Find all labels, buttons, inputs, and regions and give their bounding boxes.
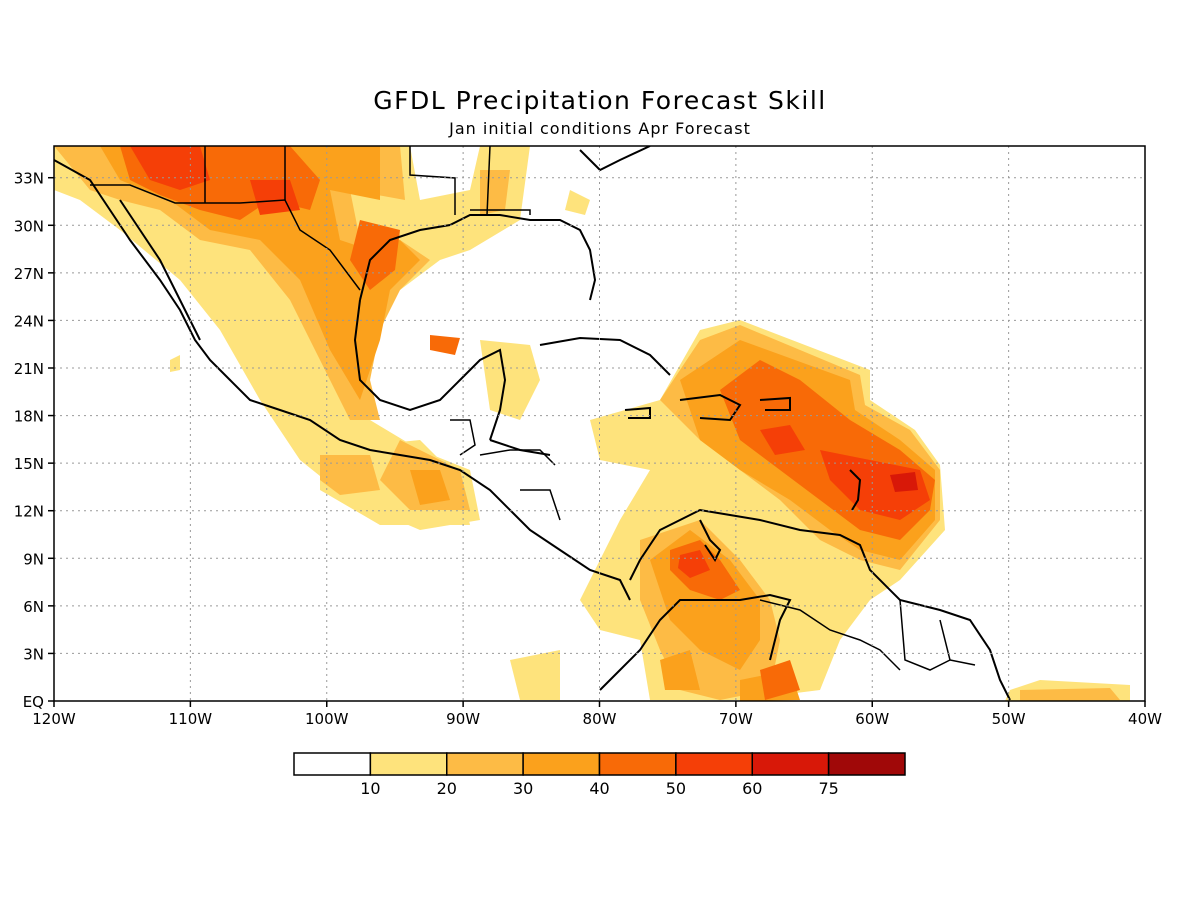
x-axis: 120W 110W 100W 90W 80W 70W 60W 50W 40W — [32, 701, 1162, 728]
colorbar-label: 10 — [360, 779, 380, 798]
colorbar-label: 20 — [437, 779, 457, 798]
y-tick-label: 27N — [14, 265, 44, 283]
y-tick-label: 24N — [14, 312, 44, 330]
y-tick-label: 3N — [23, 645, 44, 663]
y-tick-label: 15N — [14, 455, 44, 473]
coastlines — [54, 146, 1011, 701]
chart-title: GFDL Precipitation Forecast Skill — [373, 86, 827, 115]
x-tick-label: 110W — [169, 710, 213, 728]
x-tick-label: 90W — [446, 710, 480, 728]
colorbar-swatch — [751, 752, 830, 776]
x-tick-label: 120W — [32, 710, 76, 728]
x-tick-label: 60W — [855, 710, 889, 728]
y-tick-label: 21N — [14, 360, 44, 378]
x-tick-label: 40W — [1128, 710, 1162, 728]
skill-level-50-60 — [130, 146, 930, 578]
x-tick-label: 80W — [583, 710, 617, 728]
x-tick-label: 100W — [305, 710, 349, 728]
borders — [90, 146, 976, 671]
colorbar-label: 75 — [818, 779, 838, 798]
y-tick-label: 18N — [14, 408, 44, 426]
skill-level-60-75 — [890, 472, 918, 492]
grid-lines — [54, 146, 1145, 701]
colorbar-label: 60 — [742, 779, 762, 798]
y-tick-label: EQ — [23, 693, 44, 711]
colorbar-swatch — [369, 752, 448, 776]
colorbar-swatch — [522, 752, 601, 776]
colorbar-label: 40 — [589, 779, 609, 798]
colorbar-swatch — [675, 752, 753, 776]
y-tick-label: 33N — [14, 170, 44, 188]
y-tick-label: 12N — [14, 503, 44, 521]
y-axis: EQ 3N 6N 9N 12N 15N 18N 21N 24N 27N 30N 33N — [14, 170, 54, 711]
colorbar-swatch — [446, 752, 524, 776]
colorbar-swatch — [827, 752, 906, 776]
x-tick-label: 70W — [719, 710, 753, 728]
colorbar-swatch — [598, 752, 677, 776]
x-tick-label: 50W — [992, 710, 1026, 728]
y-tick-label: 6N — [23, 598, 44, 616]
colorbar: 10 20 30 40 50 60 75 — [293, 752, 906, 798]
chart-subtitle: Jan initial conditions Apr Forecast — [449, 119, 751, 138]
colorbar-swatch — [293, 752, 372, 776]
y-tick-label: 9N — [23, 550, 44, 568]
colorbar-label: 50 — [666, 779, 686, 798]
colorbar-label: 30 — [513, 779, 533, 798]
skill-field — [54, 146, 1130, 701]
y-tick-label: 30N — [14, 217, 44, 235]
